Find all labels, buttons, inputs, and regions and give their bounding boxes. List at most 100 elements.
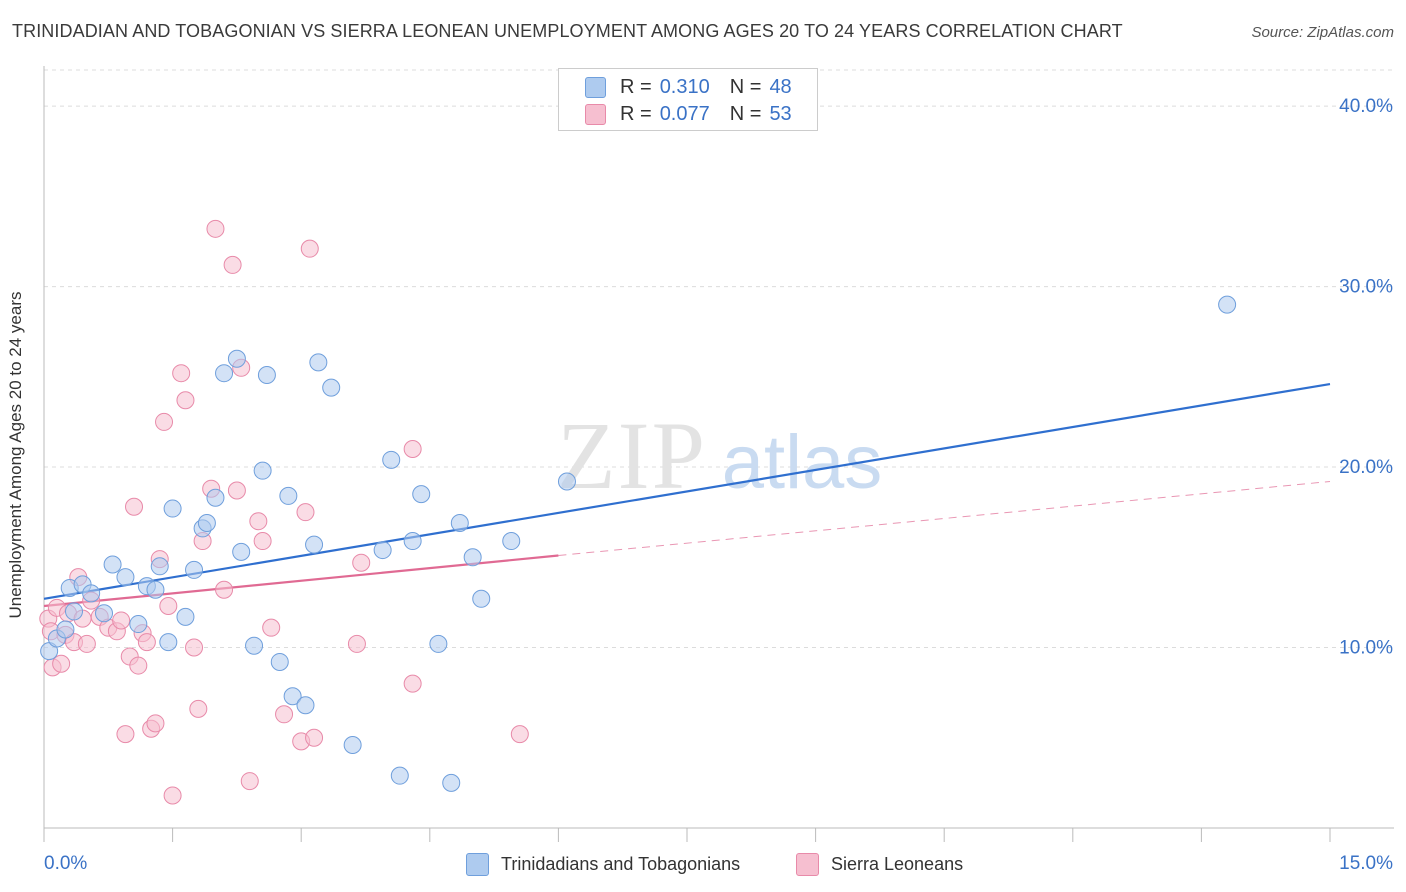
point-sierra-leonean xyxy=(253,532,272,551)
point-trinidadian xyxy=(253,461,272,480)
legend-r-value: 0.077 xyxy=(659,102,710,125)
point-sierra-leonean xyxy=(403,440,422,458)
point-trinidadian xyxy=(129,615,148,634)
point-trinidadian xyxy=(227,349,246,368)
point-trinidadian xyxy=(176,607,195,626)
legend-r-label: R = xyxy=(620,75,652,98)
point-sierra-leonean xyxy=(146,714,165,733)
point-trinidadian xyxy=(382,450,401,469)
y-axis-label: Unemployment Among Ages 20 to 24 years xyxy=(6,291,25,619)
point-sierra-leonean xyxy=(176,391,195,410)
point-trinidadian xyxy=(442,773,461,792)
legend-row-blue: R = 0.310 N = 48 xyxy=(585,75,792,99)
point-sierra-leonean xyxy=(137,633,156,652)
point-trinidadian xyxy=(82,584,101,603)
x-tick-label: 0.0% xyxy=(44,853,87,874)
y-tick-label: 20.0% xyxy=(1339,457,1393,478)
point-trinidadian xyxy=(270,652,289,671)
point-sierra-leonean xyxy=(155,412,174,431)
point-sierra-leonean xyxy=(305,728,324,747)
point-trinidadian xyxy=(390,766,409,785)
legend-n-label: N = xyxy=(729,102,762,125)
point-trinidadian xyxy=(185,560,204,579)
point-trinidadian xyxy=(197,513,216,532)
point-sierra-leonean xyxy=(189,699,208,718)
point-trinidadian xyxy=(343,735,362,754)
y-tick-label: 30.0% xyxy=(1339,277,1393,298)
point-trinidadian xyxy=(103,555,122,574)
point-trinidadian xyxy=(403,532,422,551)
chart-title: TRINIDADIAN AND TOBAGONIAN VS SIERRA LEO… xyxy=(12,21,1123,41)
point-trinidadian xyxy=(146,580,165,599)
point-sierra-leonean xyxy=(112,611,131,630)
point-sierra-leonean xyxy=(52,654,71,673)
point-trinidadian xyxy=(502,532,521,551)
x-tick-label: 15.0% xyxy=(1339,853,1393,874)
point-sierra-leonean xyxy=(249,512,268,531)
bottom-legend-pink: Sierra Leoneans xyxy=(796,852,963,876)
point-sierra-leonean xyxy=(116,725,135,744)
y-tick-label: 40.0% xyxy=(1339,96,1393,117)
watermark: ZIP atlas xyxy=(557,402,882,509)
point-sierra-leonean xyxy=(352,553,371,572)
bottom-legend-label-pink: Sierra Leoneans xyxy=(831,853,964,874)
point-sierra-leonean xyxy=(215,580,234,599)
bottom-legend-swatch-pink xyxy=(796,852,819,876)
point-sierra-leonean xyxy=(403,674,422,693)
point-trinidadian xyxy=(95,604,114,623)
point-trinidadian xyxy=(245,636,264,655)
trend-line-trinidadian xyxy=(43,382,1331,600)
source-label: Source: ZipAtlas.com xyxy=(1251,24,1394,41)
point-trinidadian xyxy=(65,602,84,621)
point-trinidadian xyxy=(232,542,251,561)
tick-labels: 10.0% 20.0% 30.0% 40.0% 0.0% 15.0% xyxy=(44,96,1393,874)
point-sierra-leonean xyxy=(77,634,96,653)
point-trinidadian xyxy=(283,687,302,706)
bottom-legend-blue: Trinidadians and Tobagonians xyxy=(466,852,740,876)
point-sierra-leonean xyxy=(300,239,319,258)
point-sierra-leonean xyxy=(163,786,182,805)
point-trinidadian xyxy=(429,634,448,653)
point-trinidadian xyxy=(305,535,324,554)
legend-n-label: N = xyxy=(729,75,762,98)
point-trinidadian xyxy=(1218,295,1237,314)
point-trinidadian xyxy=(463,548,482,567)
y-tick-label: 10.0% xyxy=(1339,638,1393,659)
point-sierra-leonean xyxy=(185,638,204,657)
point-sierra-leonean xyxy=(223,255,242,274)
point-trinidadian xyxy=(56,620,75,639)
point-trinidadian xyxy=(296,696,315,715)
point-sierra-leonean xyxy=(510,725,529,744)
watermark-zip: ZIP xyxy=(557,402,707,509)
bottom-legend-swatch-blue xyxy=(466,852,489,876)
point-sierra-leonean xyxy=(206,219,225,238)
point-sierra-leonean xyxy=(227,481,246,500)
legend-r-label: R = xyxy=(620,102,652,125)
point-sierra-leonean xyxy=(172,364,191,383)
legend-n-value: 48 xyxy=(769,75,792,98)
bottom-legend-label-blue: Trinidadians and Tobagonians xyxy=(501,853,741,874)
point-trinidadian xyxy=(116,568,135,587)
point-trinidadian xyxy=(309,353,328,372)
point-sierra-leonean xyxy=(240,772,259,791)
point-sierra-leonean xyxy=(347,634,366,653)
correlation-legend: R = 0.310 N = 48 R = 0.077 N = 53 xyxy=(558,68,818,131)
point-sierra-leonean xyxy=(275,705,294,724)
grid-lines xyxy=(44,69,1394,649)
point-trinidadian xyxy=(450,513,469,532)
point-trinidadian xyxy=(215,364,234,383)
point-trinidadian xyxy=(159,633,178,652)
point-sierra-leonean xyxy=(296,503,315,522)
legend-swatch-blue xyxy=(585,76,606,98)
point-trinidadian xyxy=(163,499,182,518)
point-trinidadian xyxy=(206,488,225,507)
point-sierra-leonean xyxy=(159,597,178,616)
data-points xyxy=(39,219,1237,805)
point-trinidadian xyxy=(472,589,491,608)
legend-r-value: 0.310 xyxy=(659,75,710,98)
legend-row-pink: R = 0.077 N = 53 xyxy=(585,102,792,126)
legend-n-value: 53 xyxy=(769,102,792,125)
point-trinidadian xyxy=(279,486,298,505)
point-trinidadian xyxy=(373,541,392,560)
